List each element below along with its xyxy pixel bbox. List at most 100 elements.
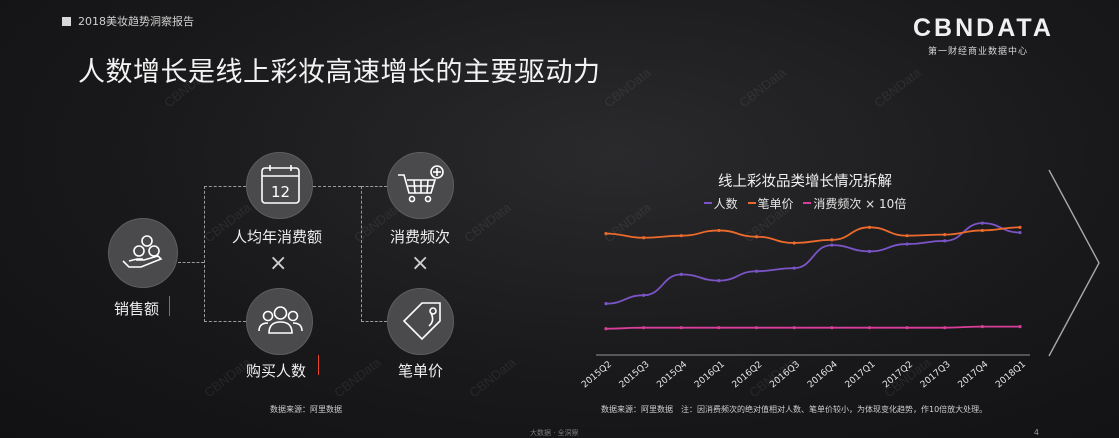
shopping-cart-plus-icon	[398, 165, 444, 203]
legend-item-frequency: 消费频次 × 10倍	[803, 195, 906, 212]
multiply-symbol: ×	[269, 251, 288, 276]
connector	[361, 321, 387, 322]
unit-price-label: 笔单价	[398, 362, 444, 380]
data-point	[792, 266, 796, 270]
legend-label: 人数	[713, 196, 738, 211]
x-tick-label: 2018Q1	[994, 360, 1028, 391]
data-point	[1018, 225, 1022, 229]
chevron-right-icon[interactable]	[1045, 168, 1105, 358]
x-tick-label: 2015Q4	[655, 359, 689, 390]
cbndata-logo: CBNDATA 第一财经商业数据中心	[913, 14, 1054, 57]
data-point	[830, 326, 834, 330]
legend-item-people: 人数	[703, 195, 738, 212]
data-point	[604, 302, 608, 306]
connector	[361, 186, 362, 322]
people-group-icon	[258, 306, 303, 334]
multiply-symbol: ×	[411, 251, 430, 276]
diagram-source: 数据来源：阿里数据	[270, 405, 342, 414]
x-tick-label: 2015Q3	[618, 360, 652, 391]
price-tag-icon	[402, 302, 441, 341]
series-line-2	[605, 325, 1020, 330]
connector	[313, 186, 361, 187]
data-point	[980, 325, 984, 329]
connector	[204, 321, 246, 322]
watermark: CBNData	[601, 64, 654, 111]
calendar-icon: 12	[261, 165, 300, 204]
chart-container: 线上彩妆品类增长情况拆解 人数 笔单价 消费频次 × 10倍 2015Q2 201…	[570, 160, 1050, 430]
data-point	[679, 234, 683, 238]
data-point	[905, 242, 909, 246]
x-tick-label: 2016Q4	[806, 359, 840, 390]
x-tick-label: 2017Q1	[844, 360, 878, 391]
sales-decomposition-diagram: 销售额 12 人均年消费额 × 购买人数	[108, 152, 454, 414]
sales-up-marker	[169, 296, 170, 316]
data-point	[980, 221, 984, 225]
logo-subtitle: 第一财经商业数据中心	[927, 47, 1028, 57]
data-point	[830, 238, 834, 242]
data-point	[905, 326, 909, 330]
coins-hand-icon	[122, 235, 163, 268]
data-point	[867, 225, 872, 229]
data-point	[754, 235, 759, 239]
data-point	[642, 293, 646, 297]
legend-swatch	[803, 202, 812, 204]
buyers-circle	[246, 288, 313, 355]
header-square-icon	[62, 17, 71, 26]
data-point	[679, 326, 683, 330]
series-line-0	[605, 222, 1021, 305]
legend-item-unit-price: 笔单价	[747, 195, 794, 212]
watermark: CBNData	[871, 64, 924, 111]
connector	[178, 262, 204, 263]
legend-label: 消费频次 × 10倍	[813, 196, 907, 211]
data-point	[1018, 325, 1022, 329]
data-point	[792, 326, 796, 330]
data-point	[830, 243, 834, 247]
connector	[204, 186, 246, 187]
per-capita-circle: 12	[246, 152, 313, 219]
page-number: 4	[1033, 428, 1039, 437]
frequency-label: 消费频次	[390, 228, 451, 246]
sales-circle	[108, 218, 178, 288]
data-point	[905, 234, 909, 238]
data-point	[943, 233, 947, 237]
legend-label: 笔单价	[757, 196, 794, 211]
data-point	[642, 236, 646, 240]
data-point	[943, 326, 947, 330]
x-tick-label: 2016Q1	[693, 360, 727, 391]
buyers-label: 购买人数	[246, 362, 307, 380]
data-point	[754, 326, 759, 330]
data-point	[717, 279, 721, 283]
data-point	[717, 326, 721, 330]
x-tick-label: 2017Q4	[957, 359, 991, 390]
chart-source-note: 数据来源：阿里数据 注：因消费频次的绝对值相对人数、笔单价较小，为体现变化趋势，…	[601, 405, 988, 414]
report-title: 2018美妆趋势洞察报告	[78, 15, 194, 28]
data-point	[1018, 230, 1022, 235]
x-tick-label: 2017Q2	[881, 360, 915, 391]
footer-text: 大数据 · 全洞察	[530, 429, 579, 437]
frequency-circle	[387, 152, 454, 219]
data-point	[604, 231, 608, 236]
data-point	[754, 269, 759, 273]
x-tick-label: 2015Q2	[580, 360, 614, 391]
line-chart: 2015Q2 2015Q3 2015Q4 2016Q1 2016Q2 2016Q3 2016…	[580, 221, 1030, 391]
page-title: 人数增长是线上彩妆高速增长的主要驱动力	[78, 57, 601, 88]
x-tick-label: 2016Q2	[731, 360, 765, 391]
data-point	[604, 327, 608, 331]
sales-label: 销售额	[114, 300, 160, 318]
watermark: CBNData	[736, 64, 789, 111]
legend-swatch	[703, 202, 712, 204]
buyers-up-marker	[318, 355, 319, 375]
data-point	[867, 326, 872, 330]
data-point	[980, 228, 984, 233]
data-point	[717, 228, 721, 233]
connector	[361, 186, 387, 187]
data-point	[867, 249, 872, 253]
series-line-1	[605, 226, 1021, 244]
data-point	[642, 326, 646, 330]
data-point	[679, 272, 683, 276]
legend-swatch	[747, 202, 756, 204]
per-capita-label: 人均年消费额	[232, 228, 323, 246]
connector	[204, 186, 205, 322]
logo-main-text: CBNDATA	[913, 14, 1054, 42]
data-point	[792, 241, 796, 245]
